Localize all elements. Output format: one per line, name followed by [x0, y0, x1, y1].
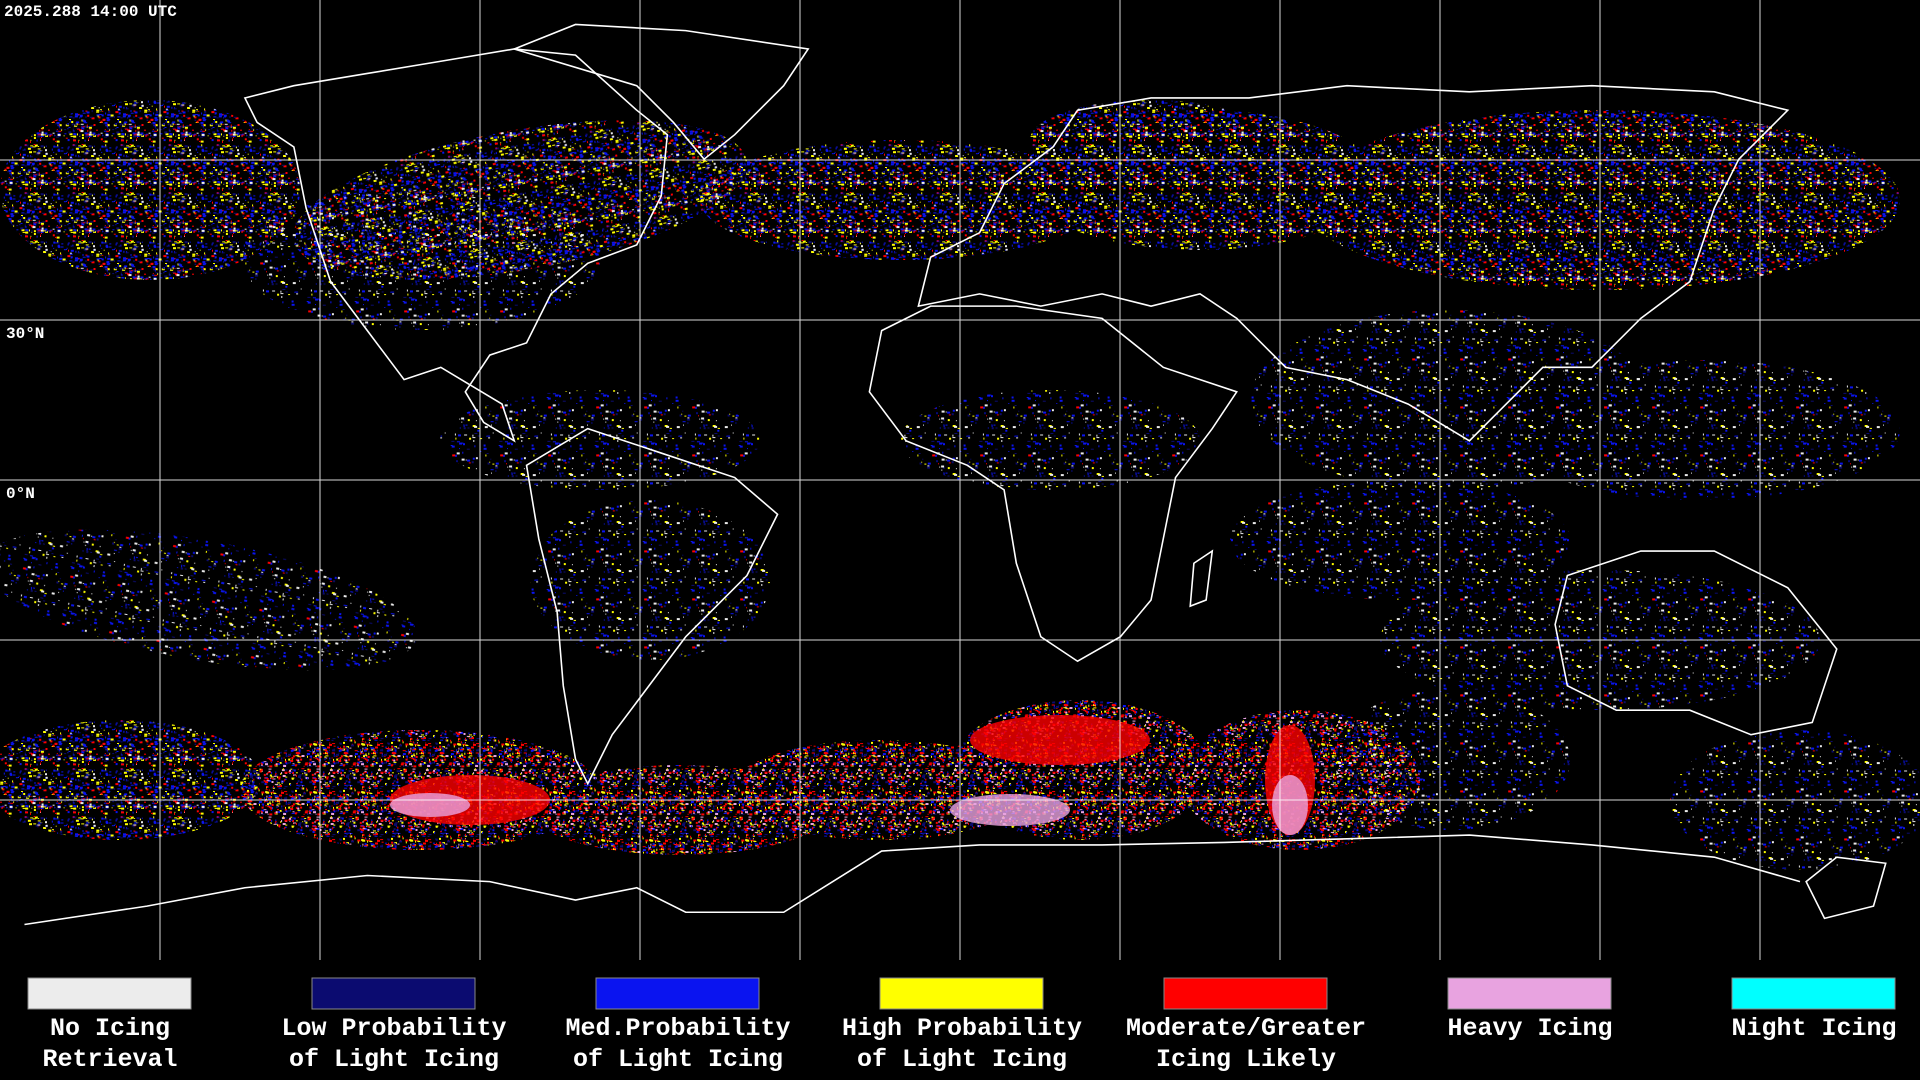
- legend-label: of Light Icing: [289, 1045, 499, 1074]
- icing-field: [1500, 360, 1900, 500]
- legend-swatch: [1447, 977, 1612, 1010]
- icing-field: [0, 720, 260, 840]
- legend-label: Med.Probability: [565, 1014, 790, 1043]
- icing-field: [0, 100, 300, 280]
- legend-swatch: [27, 977, 192, 1010]
- legend-label: High Probability: [842, 1014, 1082, 1043]
- legend-label: No Icing: [50, 1014, 170, 1043]
- legend-swatch: [879, 977, 1044, 1010]
- icing-field: [440, 390, 760, 490]
- legend-label: of Light Icing: [573, 1045, 783, 1074]
- icing-field: [530, 500, 770, 660]
- icing-core: [950, 794, 1070, 826]
- legend-label: Low Probability: [281, 1014, 506, 1043]
- icing-core: [390, 793, 470, 817]
- legend-label: Heavy Icing: [1447, 1014, 1612, 1043]
- icing-field: [1230, 480, 1570, 600]
- legend-swatch: [595, 977, 760, 1010]
- legend-swatch: [1731, 977, 1896, 1010]
- icing-core: [970, 715, 1150, 765]
- legend-label: Retrieval: [42, 1045, 177, 1074]
- icing-field: [0, 529, 417, 671]
- legend-label: of Light Icing: [857, 1045, 1067, 1074]
- legend-swatch: [311, 977, 476, 1010]
- icing-core: [1272, 775, 1308, 835]
- icing-field: [900, 390, 1200, 490]
- legend-label: Night Icing: [1731, 1014, 1896, 1043]
- timestamp: 2025.288 14:00 UTC: [4, 3, 177, 21]
- legend-label: Icing Likely: [1156, 1045, 1336, 1074]
- legend-label: Moderate/Greater: [1126, 1014, 1366, 1043]
- legend-swatch: [1163, 977, 1328, 1010]
- icing-field: [1030, 100, 1270, 180]
- latitude-label: 0°N: [6, 485, 35, 503]
- graticule: [0, 0, 1920, 960]
- icing-field: [240, 190, 600, 330]
- icing-field: [1330, 690, 1570, 830]
- latitude-label: 30°N: [6, 325, 44, 343]
- coastlines: [24, 23, 1887, 926]
